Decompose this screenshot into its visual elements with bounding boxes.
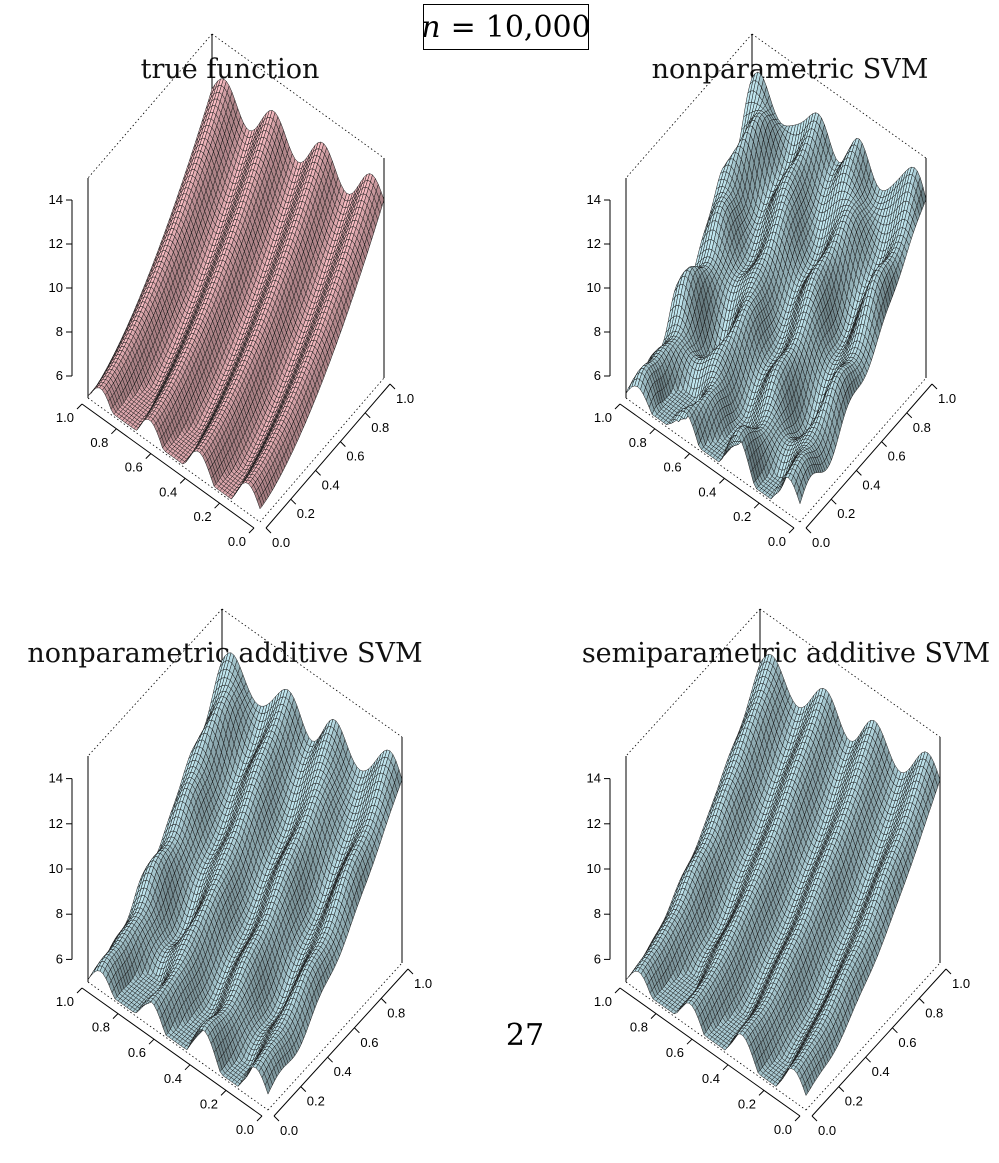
- sample-size-variable: n: [421, 9, 441, 45]
- y-axis-line: [81, 403, 255, 529]
- panel-title-true-function: true function: [140, 54, 320, 85]
- box-back-edge: [211, 33, 385, 159]
- x-tick-label: 0.6: [346, 449, 364, 464]
- y-tick-label: 0.6: [125, 460, 143, 475]
- x-axis-tick: [364, 412, 371, 419]
- x-axis-tick: [389, 383, 396, 390]
- x-tick-label: 1.0: [396, 391, 414, 406]
- z-tick-label: 12: [49, 236, 63, 251]
- z-tick-label: 8: [56, 324, 63, 339]
- y-axis-tick: [179, 478, 186, 484]
- y-axis-tick: [111, 428, 117, 435]
- y-tick-label: 0.0: [228, 534, 246, 549]
- surface-cell: [256, 497, 263, 510]
- sample-size-value: 10,000: [485, 9, 591, 45]
- surface: [625, 71, 927, 505]
- y-axis-tick: [76, 403, 83, 410]
- surface-plot-nonparametric-svm: 681012140.00.20.40.60.81.00.00.20.40.60.…: [587, 33, 956, 550]
- y-tick-label: 0.2: [194, 509, 212, 524]
- x-tick-label: 0.0: [272, 535, 290, 550]
- y-axis-tick: [248, 527, 255, 534]
- x-tick-label: 0.2: [297, 506, 315, 521]
- z-tick-label: 6: [56, 368, 63, 383]
- y-tick-label: 0.4: [159, 484, 177, 499]
- x-axis-tick: [265, 527, 272, 534]
- panel-title-nonparametric-svm: nonparametric SVM: [651, 54, 929, 85]
- x-axis-tick: [340, 441, 346, 447]
- y-axis-tick: [214, 502, 220, 509]
- y-tick-label: 1.0: [56, 410, 74, 425]
- sample-size-label: n = 10,000: [421, 4, 591, 50]
- panel-title-semiparametric-additive-svm: semiparametric additive SVM: [581, 638, 991, 669]
- x-tick-label: 0.4: [322, 477, 340, 492]
- z-tick-label: 14: [49, 192, 63, 207]
- x-axis-line: [265, 383, 391, 529]
- sample-size-equals: =: [450, 9, 476, 45]
- z-tick-label: 10: [49, 280, 63, 295]
- x-axis-tick: [290, 498, 297, 505]
- x-axis-tick: [315, 470, 321, 476]
- x-tick-label: 0.8: [371, 420, 389, 435]
- surface: [87, 78, 385, 510]
- box-front-edge: [87, 397, 261, 523]
- surface-plot-true-function: 6 8 10 12 14 0.0 0.2 0.4 0.6 0.8 1.0 0.0 0.2 0.4 0.6 0.…: [49, 33, 414, 550]
- y-axis-tick: [145, 453, 152, 459]
- y-tick-label: 0.8: [90, 435, 108, 450]
